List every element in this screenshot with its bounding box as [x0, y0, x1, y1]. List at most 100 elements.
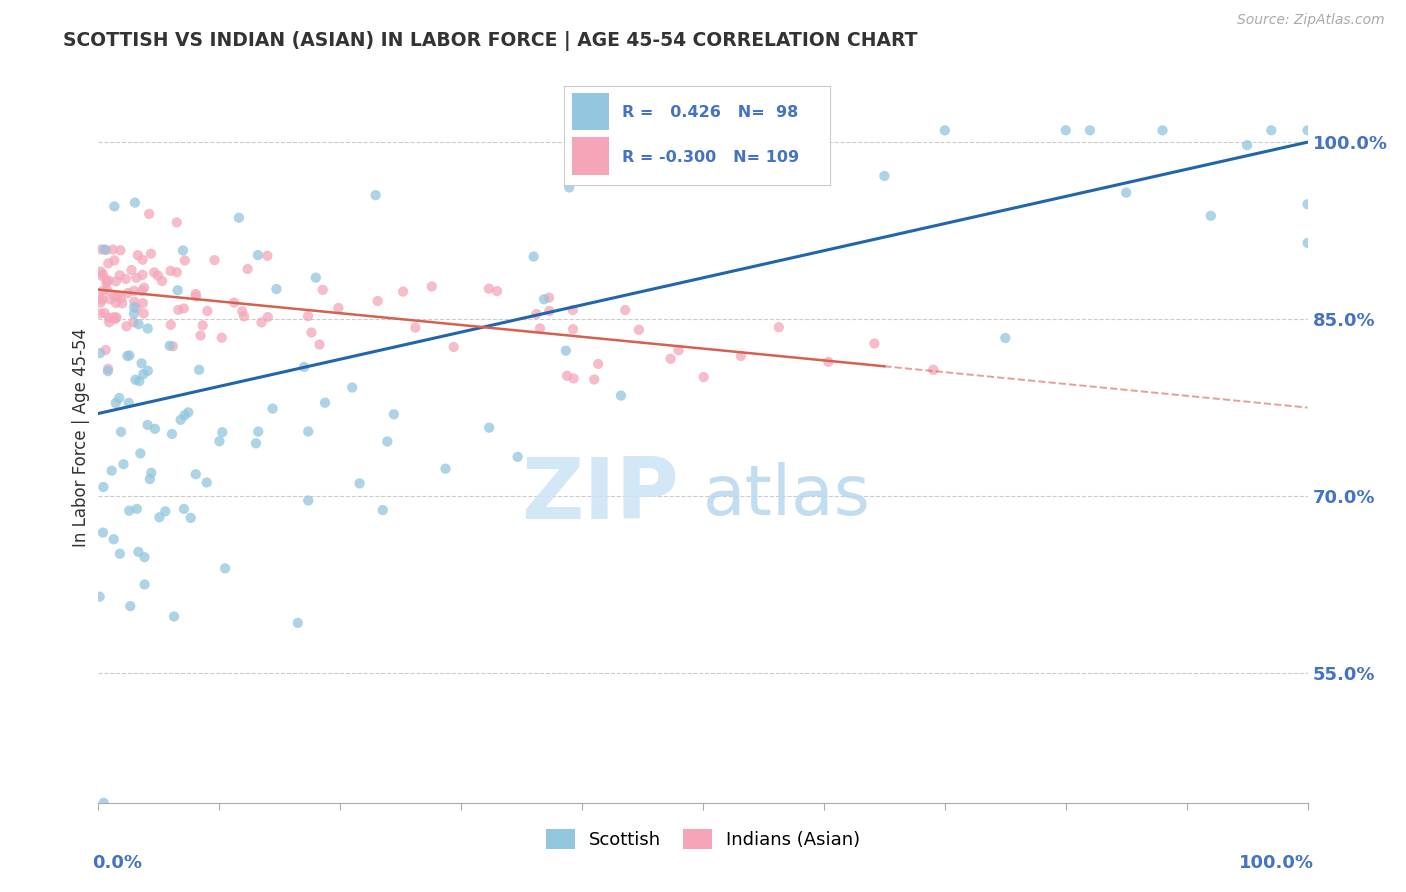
- Point: [555, 368, 578, 383]
- Point: [537, 291, 560, 305]
- Point: [104, 312, 127, 326]
- Point: [166, 215, 188, 229]
- Point: [98, 293, 121, 307]
- Point: [614, 303, 637, 318]
- Point: [1115, 186, 1137, 200]
- Point: [97, 364, 120, 378]
- Point: [614, 123, 637, 137]
- Point: [231, 304, 253, 318]
- Point: [122, 300, 145, 314]
- Point: [529, 321, 551, 335]
- Point: [110, 425, 132, 439]
- Point: [768, 320, 790, 334]
- Point: [118, 348, 141, 362]
- Point: [120, 599, 142, 614]
- Point: [506, 450, 529, 464]
- Point: [1296, 197, 1319, 211]
- Point: [627, 323, 650, 337]
- Point: [143, 265, 166, 279]
- Point: [90, 268, 112, 283]
- Point: [115, 319, 138, 334]
- Text: 100.0%: 100.0%: [1239, 854, 1313, 872]
- Point: [262, 401, 284, 416]
- Point: [93, 480, 115, 494]
- Point: [863, 336, 886, 351]
- Point: [184, 289, 207, 303]
- Point: [107, 289, 129, 303]
- Point: [297, 309, 319, 323]
- Point: [162, 339, 184, 353]
- Point: [110, 244, 132, 258]
- Point: [129, 446, 152, 460]
- Point: [89, 590, 111, 604]
- Point: [173, 301, 195, 316]
- Point: [222, 295, 245, 310]
- Point: [558, 180, 581, 194]
- Point: [305, 270, 328, 285]
- Point: [136, 417, 159, 432]
- Point: [195, 475, 218, 490]
- Point: [934, 123, 956, 137]
- Point: [172, 244, 194, 258]
- Point: [89, 290, 111, 304]
- Point: [103, 253, 125, 268]
- Point: [533, 293, 555, 307]
- Point: [554, 343, 576, 358]
- Point: [127, 545, 149, 559]
- Point: [110, 291, 132, 305]
- Point: [195, 304, 218, 318]
- Point: [287, 615, 309, 630]
- Point: [526, 307, 548, 321]
- Point: [173, 253, 195, 268]
- Point: [349, 476, 371, 491]
- Point: [127, 248, 149, 262]
- Point: [250, 316, 273, 330]
- Point: [177, 405, 200, 419]
- Point: [117, 349, 139, 363]
- Point: [128, 317, 150, 331]
- Point: [562, 371, 585, 385]
- Point: [184, 287, 207, 301]
- Point: [208, 434, 231, 449]
- Point: [101, 243, 124, 257]
- Point: [668, 343, 690, 358]
- Point: [160, 427, 183, 442]
- Point: [478, 282, 501, 296]
- Point: [214, 561, 236, 575]
- Point: [114, 272, 136, 286]
- Point: [89, 346, 111, 360]
- Point: [166, 265, 188, 279]
- Point: [211, 425, 233, 439]
- Point: [93, 796, 115, 810]
- Point: [538, 304, 561, 318]
- Point: [97, 256, 120, 270]
- Point: [382, 407, 405, 421]
- Point: [443, 340, 465, 354]
- Text: 0.0%: 0.0%: [93, 854, 142, 872]
- Point: [96, 284, 118, 298]
- Point: [159, 339, 181, 353]
- Point: [125, 301, 148, 315]
- Point: [134, 577, 156, 591]
- Point: [104, 289, 127, 303]
- Point: [173, 502, 195, 516]
- Point: [159, 318, 181, 332]
- Point: [118, 504, 141, 518]
- Point: [371, 503, 394, 517]
- Point: [138, 207, 160, 221]
- Point: [90, 295, 112, 310]
- Point: [392, 285, 415, 299]
- Point: [122, 284, 145, 298]
- Point: [112, 457, 135, 471]
- Point: [103, 533, 125, 547]
- Point: [131, 356, 153, 370]
- Point: [125, 270, 148, 285]
- Point: [124, 294, 146, 309]
- Point: [434, 461, 457, 475]
- Point: [103, 310, 125, 325]
- Point: [124, 373, 146, 387]
- Point: [100, 464, 122, 478]
- Point: [308, 337, 330, 351]
- Point: [108, 391, 131, 405]
- Point: [139, 246, 162, 260]
